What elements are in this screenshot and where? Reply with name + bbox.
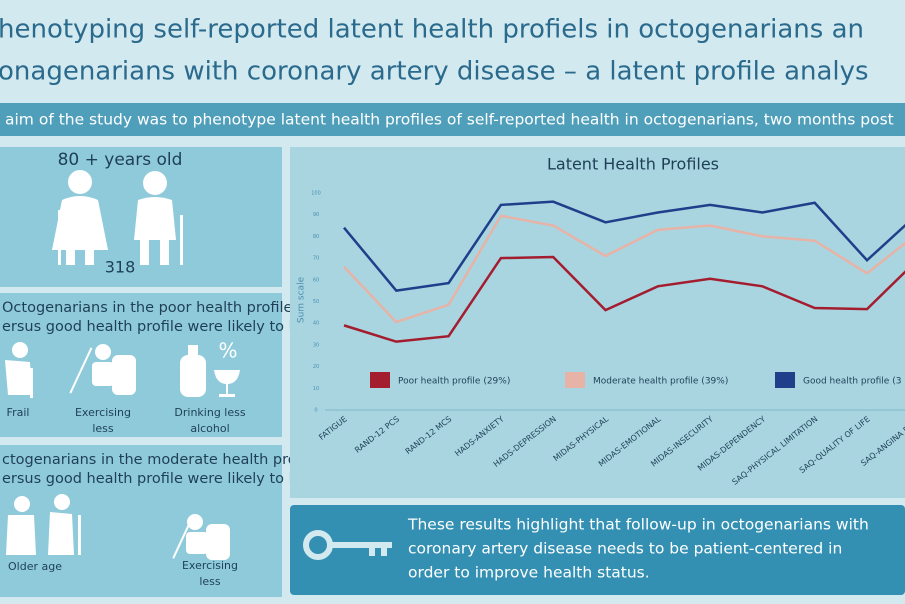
panel-heading: Octogenarians in the poor health profile bbox=[2, 300, 293, 316]
panel-heading: ersus good health profile were likely to… bbox=[2, 471, 312, 487]
line bbox=[343, 255, 905, 343]
title-line: henotyping self-reported latent health p… bbox=[0, 15, 864, 45]
legend-label: Moderate health profile (39%) bbox=[593, 377, 728, 387]
y-tick-label: 70 bbox=[313, 256, 319, 262]
y-tick-label: 40 bbox=[313, 321, 319, 327]
item-label: Older age bbox=[8, 560, 62, 573]
y-tick-label: 0 bbox=[314, 408, 317, 414]
panel-heading: ersus good health profile were likely to… bbox=[2, 319, 312, 335]
item-label: less bbox=[92, 422, 114, 435]
item-label: Exercising bbox=[75, 406, 131, 419]
y-tick-label: 10 bbox=[313, 386, 319, 392]
conclusion-line: coronary artery disease needs to be pati… bbox=[408, 540, 842, 558]
legend-swatch bbox=[565, 372, 585, 388]
panel-heading: ctogenarians in the moderate health prof… bbox=[2, 452, 319, 468]
panel bbox=[0, 293, 282, 437]
legend-label: Good health profile (3 bbox=[803, 377, 901, 387]
icons bbox=[5, 342, 240, 398]
chart-title: Latent Health Profiles bbox=[547, 155, 719, 174]
chart-panel bbox=[290, 147, 905, 498]
y-tick-label: 20 bbox=[313, 364, 319, 370]
legend-swatch bbox=[775, 372, 795, 388]
line bbox=[343, 200, 905, 292]
legend-label: Poor health profile (29%) bbox=[398, 377, 510, 387]
y-tick-label: 60 bbox=[313, 277, 319, 283]
panel bbox=[0, 445, 282, 597]
y-tick-label: 80 bbox=[313, 234, 319, 240]
title-line: onagenarians with coronary artery diseas… bbox=[0, 57, 869, 87]
key-icon bbox=[303, 530, 392, 560]
legend-swatch bbox=[370, 372, 390, 388]
y-tick-label: 30 bbox=[313, 342, 319, 348]
item-label: alcohol bbox=[190, 422, 229, 435]
conclusion-line: These results highlight that follow-up i… bbox=[407, 516, 869, 534]
subtitle-bar bbox=[0, 103, 905, 136]
item-label: less bbox=[199, 575, 221, 588]
conclusion-line: order to improve health status. bbox=[408, 564, 650, 582]
y-tick-label: 90 bbox=[313, 212, 319, 218]
y-axis-label: Sum scale bbox=[297, 276, 307, 323]
icons bbox=[6, 494, 230, 560]
panel-count: 318 bbox=[105, 258, 136, 277]
y-tick-label: 50 bbox=[313, 299, 319, 305]
line bbox=[343, 214, 905, 324]
panel-heading: 80 + years old bbox=[58, 150, 183, 170]
conclusion-box bbox=[290, 505, 905, 595]
item-label: Frail bbox=[7, 406, 30, 419]
icon-text: % bbox=[218, 339, 237, 363]
elderly-icon bbox=[52, 170, 183, 265]
subtitle: aim of the study was to phenotype latent… bbox=[5, 111, 894, 129]
item-label: Drinking less bbox=[174, 406, 245, 419]
item-label: Exercising bbox=[182, 559, 238, 572]
y-tick-label: 100 bbox=[311, 191, 321, 197]
